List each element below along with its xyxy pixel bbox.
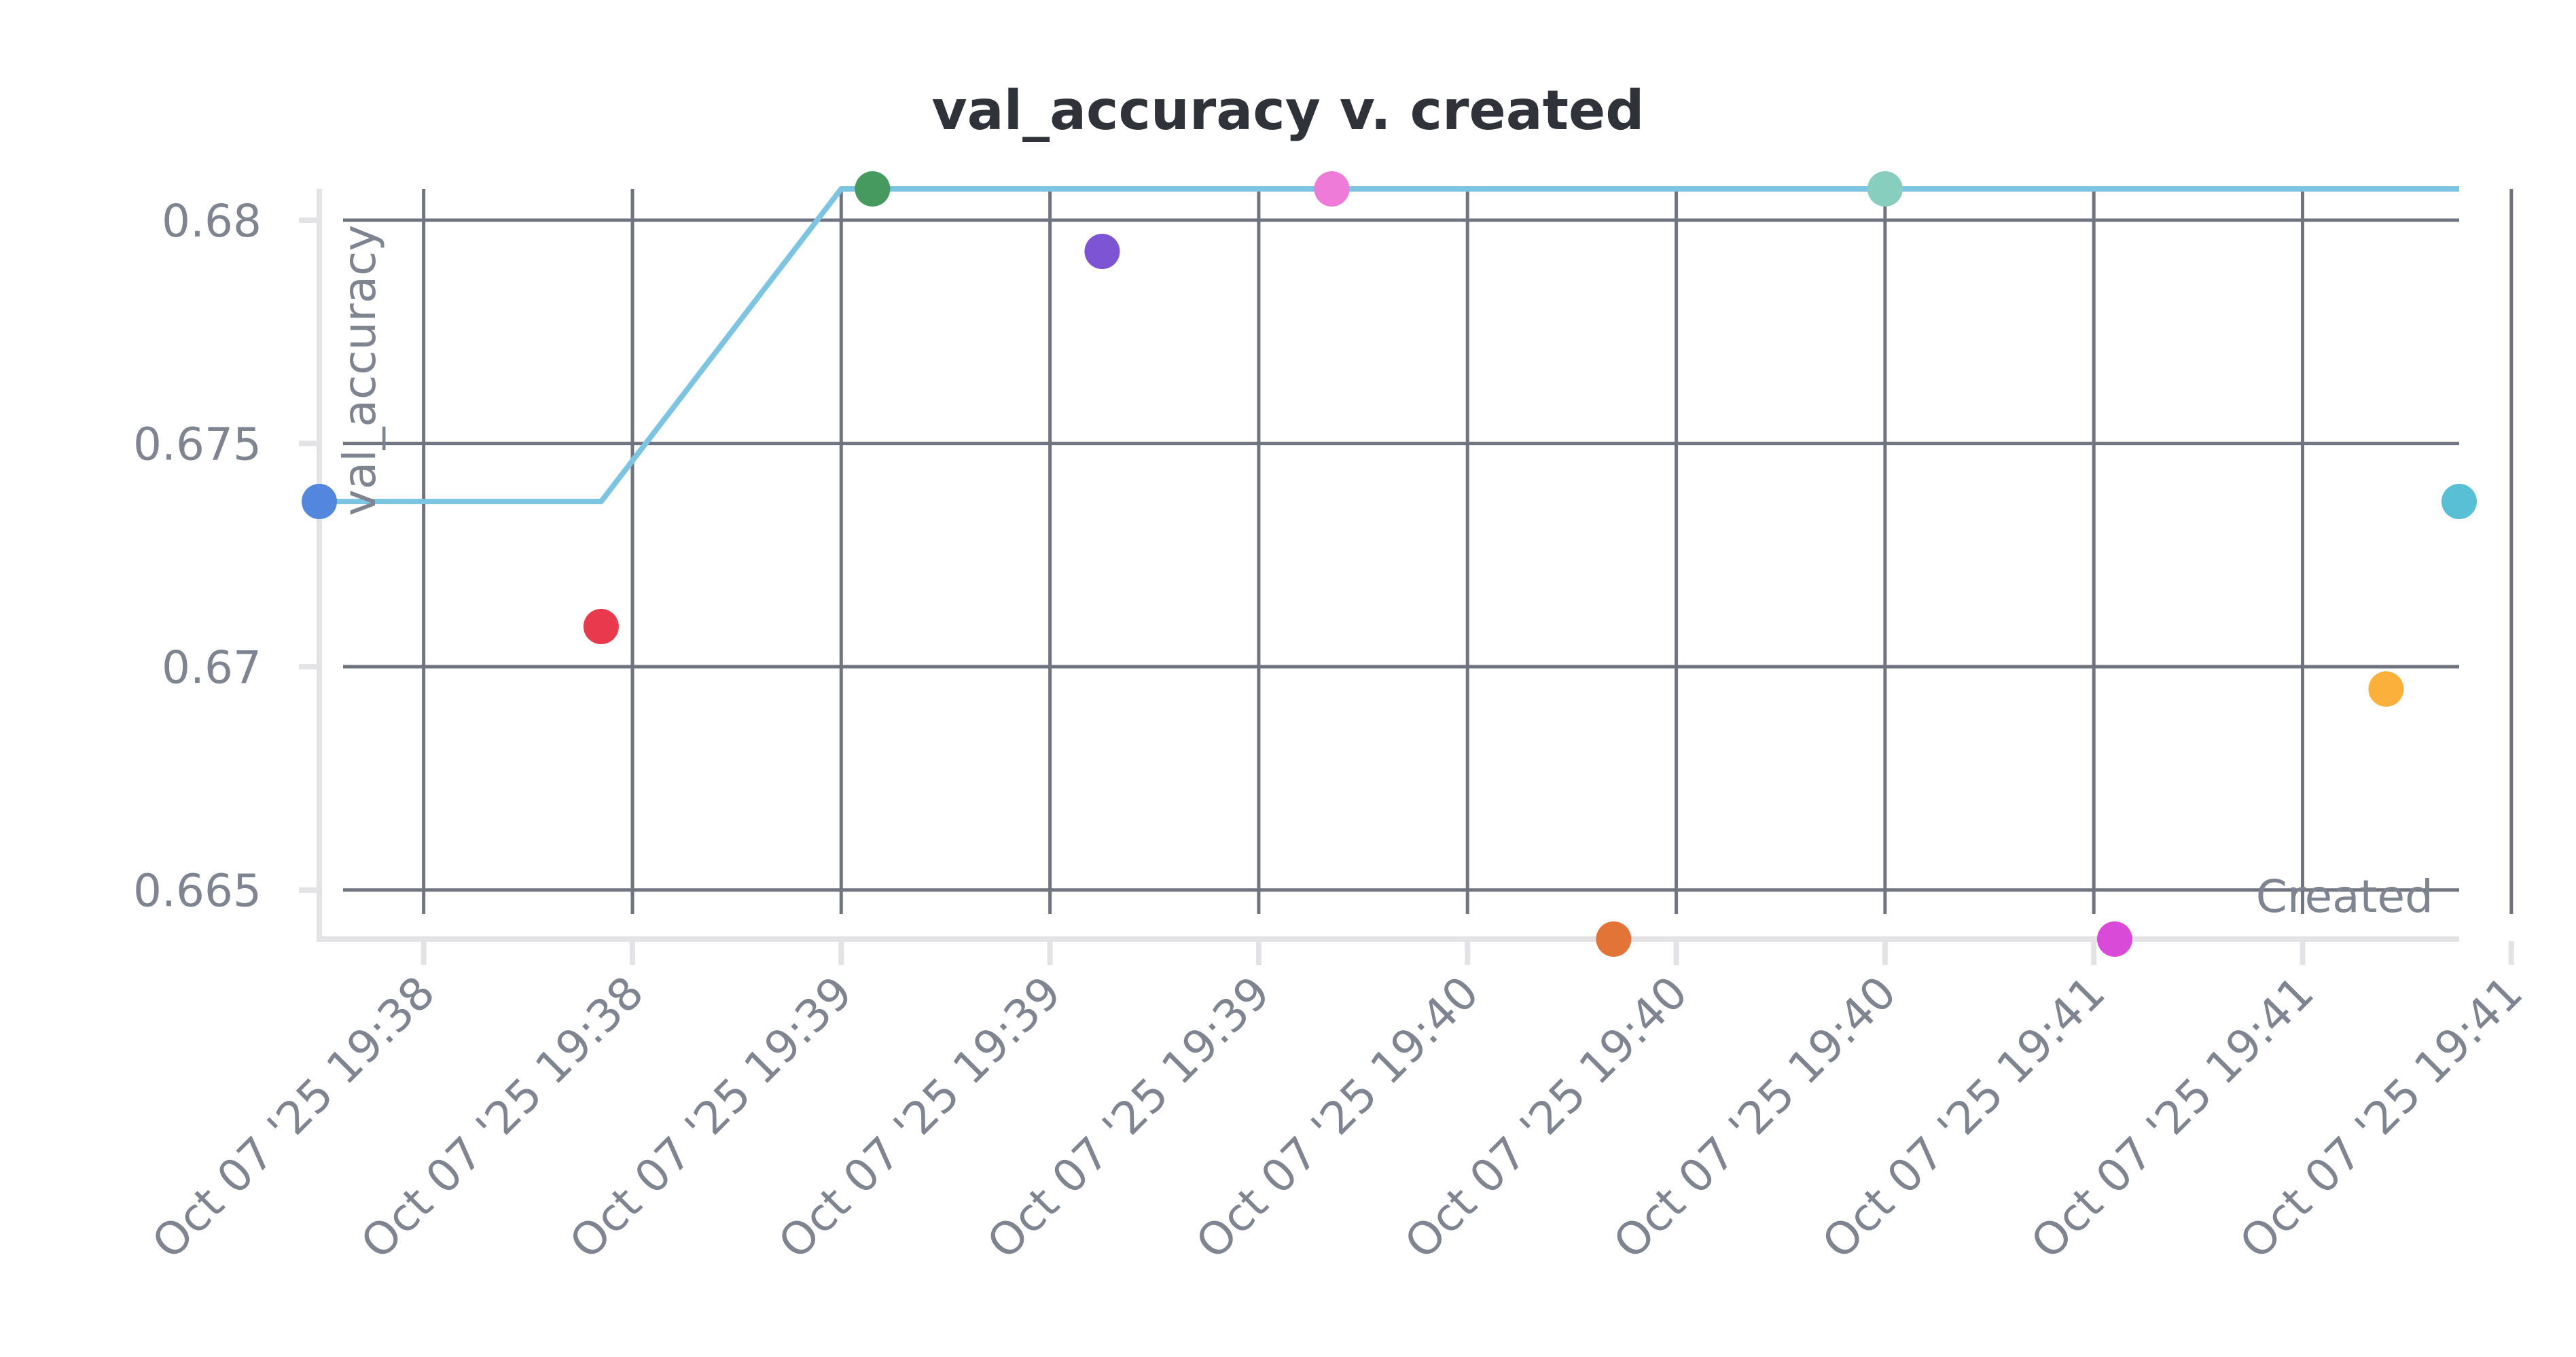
best-value-line: [319, 186, 2459, 504]
data-point[interactable]: [583, 609, 619, 644]
y-tick-label: 0.665: [133, 865, 262, 917]
data-point[interactable]: [1084, 234, 1120, 269]
y-tick-label: 0.68: [162, 195, 262, 247]
data-point[interactable]: [2368, 671, 2404, 707]
data-points: [302, 171, 2477, 957]
chart-title: val_accuracy v. created: [932, 79, 1645, 142]
y-tick-label: 0.675: [133, 419, 262, 471]
y-axis-label: val_accuracy: [334, 225, 386, 516]
x-axis-label: Created: [2256, 870, 2433, 923]
data-point[interactable]: [2441, 484, 2477, 519]
axis-labels: val_accuracy Created 0.6650.670.6750.68O…: [133, 195, 2533, 1269]
data-point[interactable]: [1314, 171, 1350, 207]
best-value-line-layer: [319, 186, 2459, 504]
data-point[interactable]: [302, 484, 337, 519]
data-point[interactable]: [2096, 921, 2132, 957]
data-point[interactable]: [855, 171, 891, 207]
grid: [343, 189, 2514, 914]
data-point[interactable]: [1596, 921, 1632, 957]
y-tick-label: 0.67: [162, 641, 262, 694]
data-point[interactable]: [1867, 171, 1903, 207]
